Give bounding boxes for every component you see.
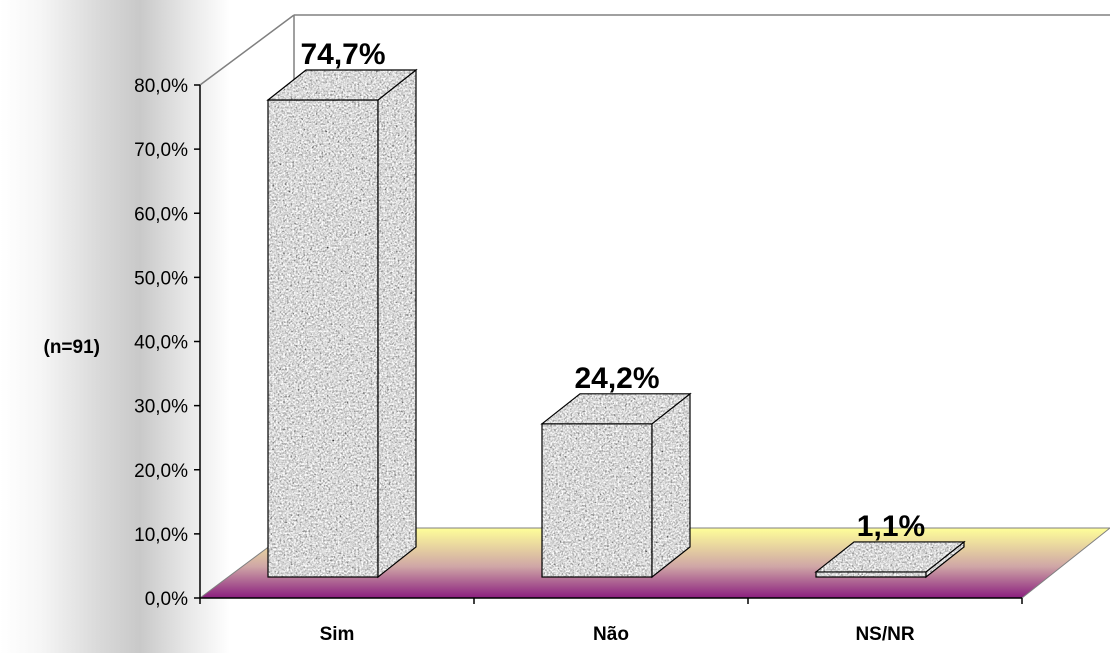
bar-front-face	[268, 99, 378, 577]
bar-top-outline	[266, 69, 418, 101]
category-label: Sim	[320, 624, 355, 645]
bars	[266, 68, 966, 579]
y-tick-label: 60,0%	[134, 204, 188, 225]
bar-top-face	[816, 541, 964, 572]
bar-top-outline	[540, 393, 692, 425]
data-label: 74,7%	[300, 38, 385, 71]
y-ticks: 0,0% 10,0% 20,0% 30,0% 40,0% 50,0% 60,0% 70,0% 8…	[134, 76, 200, 610]
bar-top-face	[542, 393, 690, 424]
y-tick-label: 30,0%	[134, 397, 188, 418]
bar-top-face	[268, 69, 416, 100]
bar	[814, 540, 966, 579]
bar-side-face	[652, 393, 690, 577]
category-labels: Sim Não NS/NR	[320, 624, 915, 645]
category-label: NS/NR	[855, 624, 914, 645]
y-tick-label: 50,0%	[134, 268, 188, 289]
side-wall-top-edge	[199, 14, 295, 86]
data-labels: 74,7% 24,2% 1,1%	[300, 38, 925, 543]
bar-side-face	[926, 541, 964, 577]
y-tick-label: 80,0%	[134, 76, 188, 97]
bar-side-face	[378, 69, 416, 577]
bar-front-face	[816, 571, 926, 577]
data-label: 24,2%	[574, 362, 659, 395]
y-tick-label: 70,0%	[134, 140, 188, 161]
bar	[540, 392, 692, 579]
axes: 0,0% 10,0% 20,0% 30,0% 40,0% 50,0% 60,0% 70,0% 8…	[134, 76, 1023, 610]
y-tick-label: 40,0%	[134, 333, 188, 354]
y-axis-n-label: (n=91)	[44, 337, 101, 358]
data-label: 1,1%	[857, 510, 925, 543]
category-label: Não	[593, 624, 629, 645]
y-tick-label: 0,0%	[145, 589, 188, 610]
bar-top-outline	[814, 541, 966, 573]
bar	[266, 68, 418, 579]
y-tick-label: 20,0%	[134, 461, 188, 482]
x-ticks	[199, 598, 1023, 604]
bar-front-face	[542, 423, 652, 577]
y-tick-label: 10,0%	[134, 525, 188, 546]
